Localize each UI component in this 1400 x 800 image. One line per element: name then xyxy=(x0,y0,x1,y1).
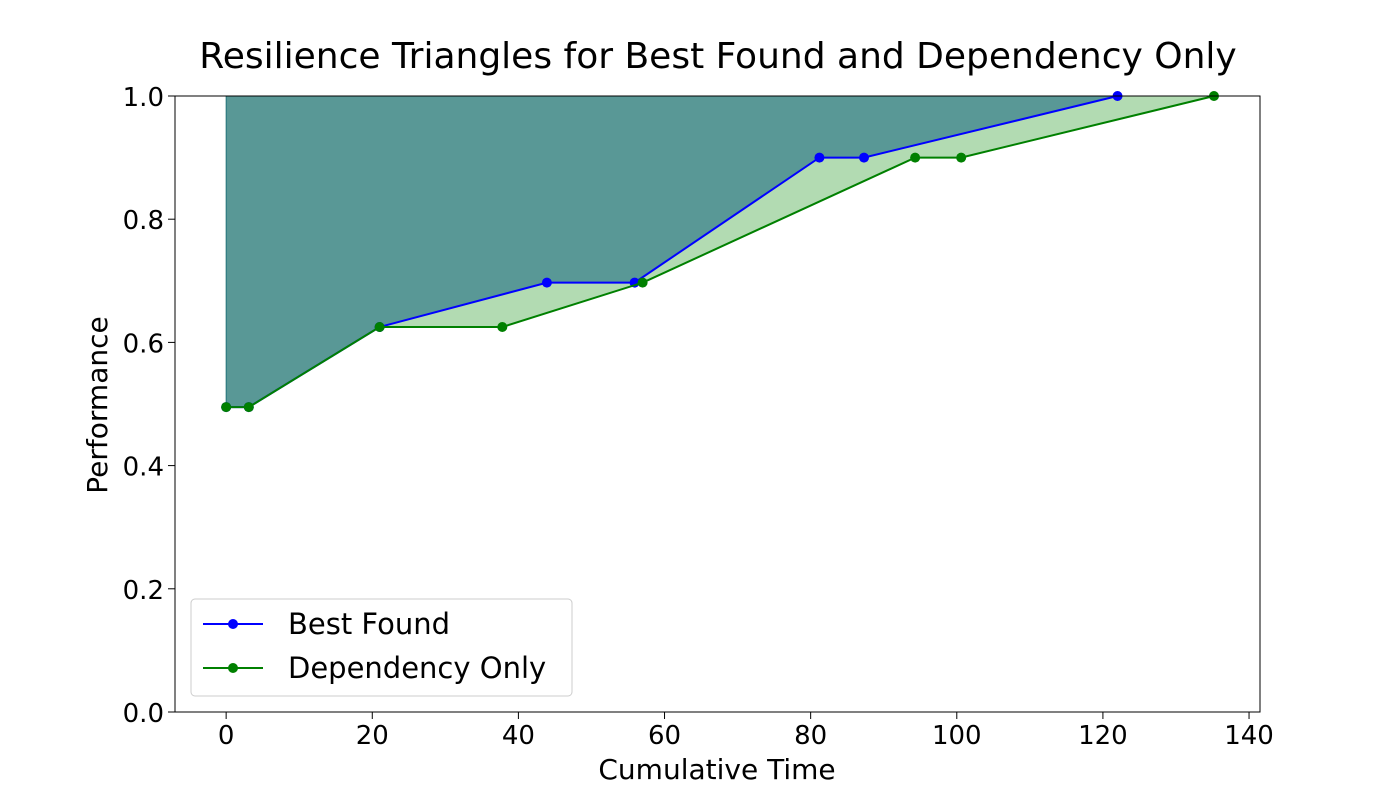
x-tick-label: 40 xyxy=(502,721,535,751)
y-axis-label: Performance xyxy=(81,316,114,493)
y-axis: 0.0 0.2 0.4 0.6 0.8 1.0 xyxy=(123,83,175,729)
x-tick-label: 0 xyxy=(218,721,235,751)
series-lines xyxy=(221,91,1219,413)
data-point-dependency-only xyxy=(956,152,967,163)
series-line-dependency-only xyxy=(226,95,1215,409)
x-tick-label: 140 xyxy=(1224,721,1274,751)
legend-item-dependency-only: Dependency Only xyxy=(203,651,546,685)
legend-item-best-found: Best Found xyxy=(203,607,450,641)
data-point-best-found xyxy=(858,152,869,163)
y-tick-label: 0.4 xyxy=(123,453,164,483)
y-tick-label: 1.0 xyxy=(123,83,164,113)
x-tick-label: 60 xyxy=(648,721,681,751)
data-point-best-found xyxy=(814,152,825,163)
y-tick-label: 0.6 xyxy=(123,329,164,359)
legend-marker-dependency-only xyxy=(228,663,238,673)
data-point-dependency-only xyxy=(910,152,921,163)
y-tick-label: 0.2 xyxy=(123,576,164,606)
data-point-dependency-only xyxy=(637,277,648,288)
plot-frame xyxy=(174,95,1261,713)
legend: Best Found Dependency Only xyxy=(190,598,573,697)
chart-title: Resilience Triangles for Best Found and … xyxy=(199,36,1236,77)
data-point-best-found xyxy=(541,277,552,288)
x-tick-label: 100 xyxy=(932,721,982,751)
x-axis: 0 20 40 60 80 100 120 140 xyxy=(218,712,1274,751)
x-axis-label: Cumulative Time xyxy=(598,753,835,786)
x-tick-label: 120 xyxy=(1078,721,1128,751)
data-point-dependency-only xyxy=(497,322,508,332)
x-tick-label: 20 xyxy=(356,721,389,751)
y-tick-label: 0.0 xyxy=(123,699,164,729)
data-point-dependency-only xyxy=(221,402,232,413)
legend-marker-best-found xyxy=(228,619,238,629)
data-point-dependency-only xyxy=(374,322,385,332)
y-tick-label: 0.8 xyxy=(123,206,164,236)
legend-label-dependency-only: Dependency Only xyxy=(288,651,546,685)
legend-label-best-found: Best Found xyxy=(288,607,450,641)
data-point-dependency-only xyxy=(243,402,254,413)
legend-box xyxy=(190,598,573,697)
fill-areas xyxy=(225,95,1215,408)
x-tick-label: 80 xyxy=(794,721,827,751)
